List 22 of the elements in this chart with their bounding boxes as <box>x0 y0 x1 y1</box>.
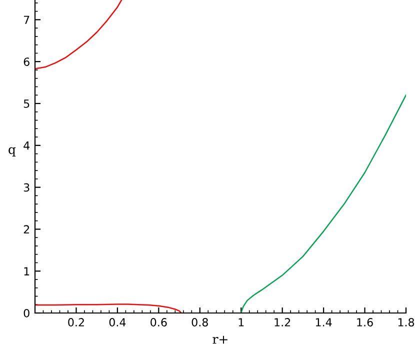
line-series <box>35 304 182 313</box>
y-tick-label: 7 <box>24 16 30 24</box>
x-tick-label: 0.4 <box>109 318 126 326</box>
x-tick-label: 0.6 <box>150 318 167 326</box>
y-tick-label: 1 <box>24 267 30 276</box>
y-tick-label: 5 <box>24 100 30 108</box>
y-tick-label: 3 <box>24 183 30 192</box>
x-tick-label: 0.8 <box>192 318 208 326</box>
x-tick-label: 1.4 <box>316 318 332 326</box>
y-axis-title: q <box>8 147 16 156</box>
x-tick-label: 1.2 <box>274 318 290 326</box>
y-tick-label: 2 <box>24 225 30 234</box>
x-tick-label: 1.8 <box>398 318 414 326</box>
x-tick-label: 1.6 <box>357 318 373 326</box>
line-series <box>35 0 122 70</box>
x-axis-title: r+ <box>212 336 228 344</box>
x-tick-label: 0.2 <box>68 318 84 326</box>
y-tick-label: 0 <box>24 308 30 318</box>
line-series <box>240 94 406 313</box>
y-tick-label: 4 <box>24 142 30 150</box>
y-tick-label: 6 <box>24 58 30 66</box>
x-tick-label: 1 <box>238 318 244 326</box>
